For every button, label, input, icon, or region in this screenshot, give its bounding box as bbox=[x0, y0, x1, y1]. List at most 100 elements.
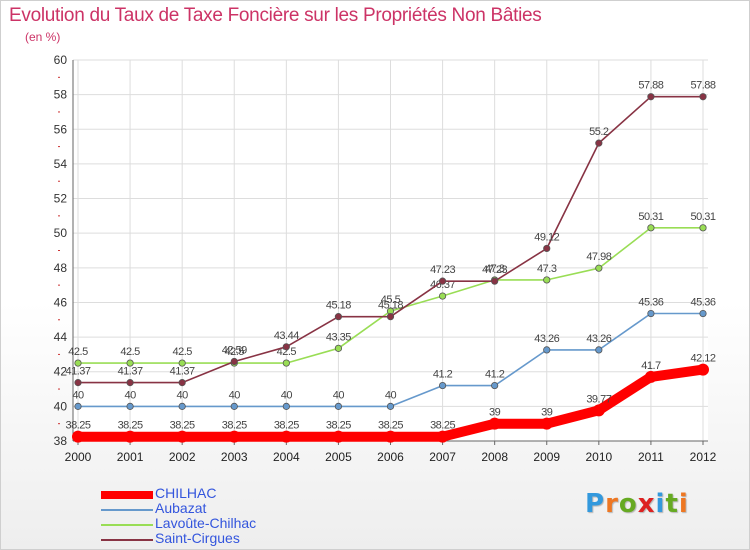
legend-swatch-chilhac bbox=[101, 491, 153, 499]
data-point-aubazat bbox=[595, 346, 603, 354]
chart-unit-label: (en %) bbox=[25, 30, 61, 44]
x-tick-label: 2003 bbox=[221, 450, 248, 464]
data-label-saint-cirgues: 57.88 bbox=[638, 80, 663, 92]
logo-letter: i bbox=[678, 489, 689, 519]
legend-label-lavoute-chilhac: Lavoûte-Chilhac bbox=[155, 515, 257, 531]
data-label-lavoute-chilhac: 47.98 bbox=[586, 251, 611, 263]
data-point-chilhac bbox=[592, 404, 605, 417]
data-label-saint-cirgues: 42.59 bbox=[222, 345, 247, 357]
data-label-lavoute-chilhac: 42.5 bbox=[277, 346, 297, 358]
legend-item-saint-cirgues: Saint-Cirgues bbox=[101, 530, 321, 547]
data-label-aubazat: 40 bbox=[177, 389, 189, 401]
logo-letter: t bbox=[665, 489, 679, 519]
data-point-aubazat bbox=[230, 402, 238, 410]
data-point-lavoute-chilhac bbox=[282, 359, 290, 367]
proxiti-logo: Proxiti bbox=[585, 489, 689, 519]
data-label-saint-cirgues: 47.23 bbox=[430, 264, 455, 276]
data-label-lavoute-chilhac: 42.5 bbox=[68, 346, 88, 358]
data-point-chilhac bbox=[384, 430, 397, 443]
data-label-chilhac: 42.12 bbox=[690, 353, 715, 365]
x-tick-label: 2004 bbox=[273, 450, 300, 464]
y-tick-label: 58 bbox=[54, 88, 68, 102]
data-point-lavoute-chilhac bbox=[178, 359, 186, 367]
data-label-chilhac: 38.25 bbox=[430, 420, 455, 432]
data-label-saint-cirgues: 41.37 bbox=[65, 366, 90, 378]
logo-letter: i bbox=[655, 489, 666, 519]
data-point-chilhac bbox=[176, 430, 189, 443]
data-label-lavoute-chilhac: 50.31 bbox=[638, 211, 663, 223]
logo-letter: P bbox=[585, 489, 606, 519]
data-label-lavoute-chilhac: 43.35 bbox=[326, 331, 351, 343]
data-label-lavoute-chilhac: 47.3 bbox=[485, 263, 505, 275]
data-point-saint-cirgues bbox=[230, 357, 238, 366]
data-point-chilhac bbox=[280, 430, 293, 443]
data-point-aubazat bbox=[282, 402, 290, 410]
data-point-aubazat bbox=[386, 402, 395, 410]
data-point-saint-cirgues bbox=[438, 277, 447, 285]
data-point-aubazat bbox=[126, 402, 134, 410]
x-tick-label: 2009 bbox=[533, 450, 560, 464]
data-point-chilhac bbox=[124, 430, 137, 443]
data-label-chilhac: 38.25 bbox=[326, 420, 351, 432]
x-tick-label: 2005 bbox=[325, 450, 352, 464]
data-point-chilhac bbox=[697, 363, 709, 376]
data-point-lavoute-chilhac bbox=[595, 264, 603, 272]
data-label-chilhac: 39 bbox=[541, 407, 553, 419]
line-chart: 38 40 42 44 46 48 50 52 54 56 58 60 2000 2001 2002 2003… bbox=[54, 53, 717, 464]
data-point-lavoute-chilhac bbox=[543, 276, 551, 284]
legend-label-aubazat: Aubazat bbox=[155, 500, 207, 516]
data-point-lavoute-chilhac bbox=[334, 344, 343, 352]
data-point-saint-cirgues bbox=[74, 379, 82, 387]
data-label-aubazat: 40 bbox=[72, 389, 84, 401]
data-point-aubazat bbox=[74, 402, 82, 410]
y-tick-label: 44 bbox=[54, 330, 68, 344]
logo-letter: x bbox=[637, 489, 656, 519]
legend-item-chilhac: CHILHAC bbox=[101, 485, 321, 502]
data-label-aubazat: 45.36 bbox=[638, 297, 663, 309]
data-label-chilhac: 39 bbox=[489, 407, 501, 419]
data-point-saint-cirgues bbox=[647, 93, 655, 101]
data-label-chilhac: 41.7 bbox=[641, 360, 661, 372]
legend-label-chilhac: CHILHAC bbox=[155, 485, 217, 501]
data-label-chilhac: 38.25 bbox=[378, 420, 403, 432]
data-label-aubazat: 45.36 bbox=[690, 297, 715, 309]
y-tick-label: 56 bbox=[54, 122, 68, 136]
y-tick-label: 52 bbox=[54, 192, 68, 206]
data-point-saint-cirgues bbox=[699, 93, 707, 101]
data-point-aubazat bbox=[491, 381, 499, 390]
logo-letter: r bbox=[605, 489, 619, 519]
data-point-chilhac bbox=[332, 430, 345, 443]
data-point-saint-cirgues bbox=[595, 139, 603, 147]
data-point-lavoute-chilhac bbox=[699, 224, 707, 232]
chart-legend: CHILHAC Aubazat Lavoûte-Chilhac Saint-Cirgu… bbox=[101, 485, 321, 547]
data-label-aubazat: 40 bbox=[124, 389, 136, 401]
x-tick-label: 2012 bbox=[690, 450, 717, 464]
x-tick-label: 2006 bbox=[377, 450, 404, 464]
x-tick-label: 2010 bbox=[585, 450, 612, 464]
data-point-aubazat bbox=[699, 309, 707, 318]
data-label-aubazat: 40 bbox=[229, 389, 241, 401]
x-tick-label: 2007 bbox=[429, 450, 456, 464]
data-point-saint-cirgues bbox=[178, 379, 186, 387]
x-tick-label: 2000 bbox=[65, 450, 92, 464]
data-point-aubazat bbox=[178, 402, 186, 410]
data-label-lavoute-chilhac: 46.37 bbox=[430, 279, 455, 291]
data-point-lavoute-chilhac bbox=[438, 292, 447, 300]
data-point-saint-cirgues bbox=[126, 379, 134, 387]
data-label-chilhac: 38.25 bbox=[65, 420, 90, 432]
legend-swatch-aubazat bbox=[101, 509, 153, 511]
data-label-aubazat: 40 bbox=[385, 389, 397, 401]
data-point-aubazat bbox=[334, 402, 343, 410]
legend-label-saint-cirgues: Saint-Cirgues bbox=[155, 530, 240, 546]
legend-item-lavoute-chilhac: Lavoûte-Chilhac bbox=[101, 515, 321, 532]
y-tick-label: 46 bbox=[54, 295, 68, 309]
data-point-chilhac bbox=[644, 370, 657, 383]
data-label-aubazat: 40 bbox=[281, 389, 293, 401]
data-label-lavoute-chilhac: 50.31 bbox=[690, 211, 715, 223]
data-point-lavoute-chilhac bbox=[126, 359, 134, 367]
data-label-lavoute-chilhac: 47.3 bbox=[537, 263, 557, 275]
data-point-aubazat bbox=[543, 346, 551, 354]
data-label-aubazat: 41.2 bbox=[433, 369, 453, 381]
data-label-chilhac: 38.25 bbox=[118, 420, 143, 432]
data-label-saint-cirgues: 55.2 bbox=[589, 126, 609, 138]
